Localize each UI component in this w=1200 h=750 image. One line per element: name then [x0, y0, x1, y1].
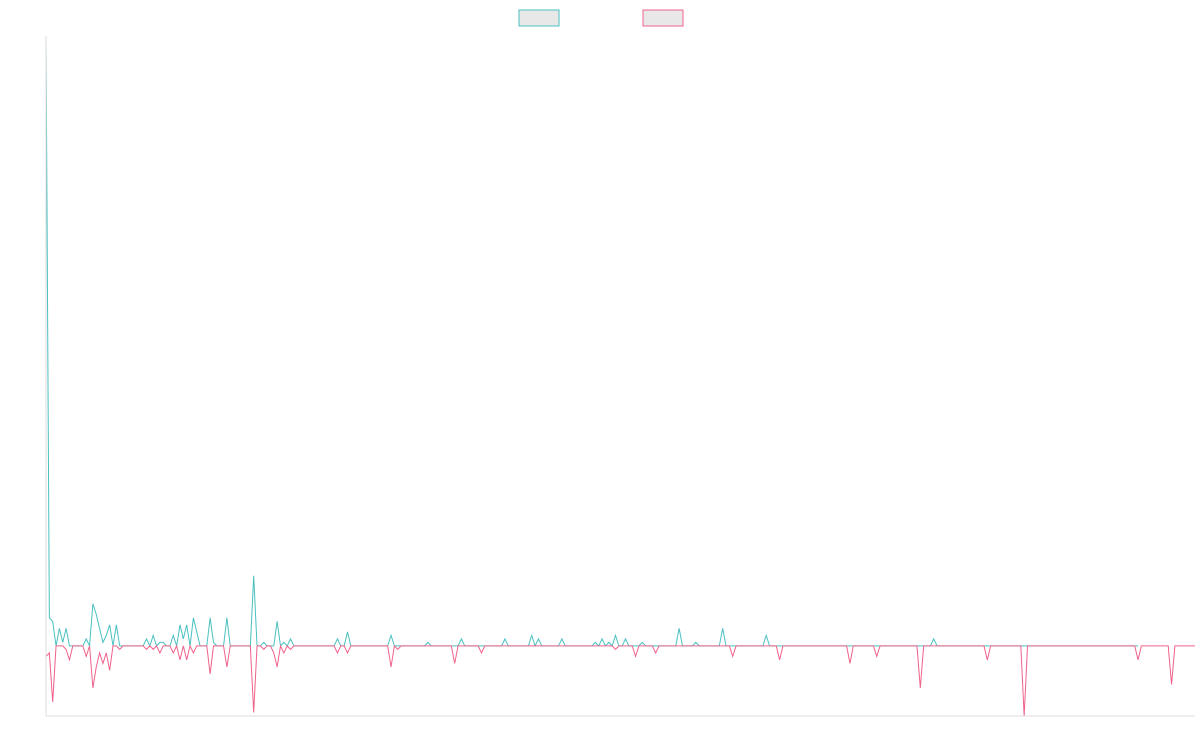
legend	[518, 9, 684, 27]
series-line-2	[45, 644, 1195, 717]
axes	[45, 36, 1195, 717]
legend-swatch-1[interactable]	[518, 9, 560, 27]
plot-area	[45, 35, 1195, 717]
series-line-1	[45, 35, 1139, 648]
legend-swatch-2[interactable]	[642, 9, 684, 27]
